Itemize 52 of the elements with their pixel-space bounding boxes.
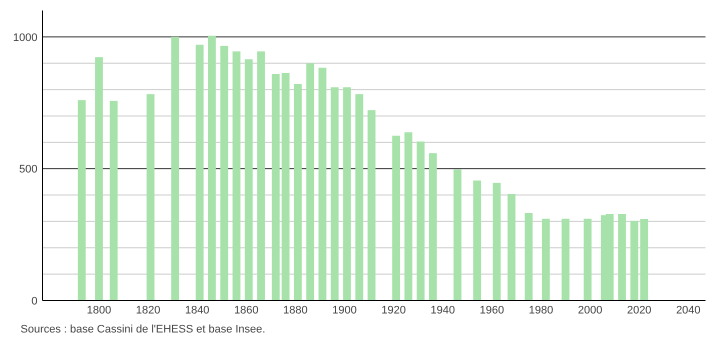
bar (146, 94, 154, 300)
bar (630, 220, 638, 300)
bar (416, 142, 425, 300)
x-tick-label: 1880 (283, 304, 308, 316)
bar (473, 180, 482, 300)
bar (95, 57, 103, 300)
source-note: Sources : base Cassini de l'EHESS et base Insee. (20, 324, 266, 336)
y-tick-label: 0 (31, 296, 38, 308)
bar (640, 219, 648, 300)
x-tick-label: 1800 (86, 304, 112, 316)
bar (508, 194, 516, 300)
y-tick-label: 1000 (13, 32, 38, 44)
bar (492, 182, 501, 300)
bar (368, 110, 376, 300)
bar (330, 87, 339, 300)
x-tick-label: 1960 (480, 304, 504, 316)
bar (257, 51, 265, 300)
bar (294, 84, 302, 300)
bar (343, 87, 351, 300)
bar (196, 44, 204, 300)
bar (392, 136, 400, 300)
bar (429, 153, 437, 300)
x-tick-label: 1860 (234, 304, 259, 316)
bar (404, 132, 412, 300)
bar (220, 46, 228, 300)
x-tick-label: 1940 (430, 304, 456, 316)
bar (232, 51, 240, 300)
bar (542, 218, 550, 300)
x-tick-label: 1820 (136, 304, 160, 316)
bar (618, 214, 626, 300)
bar (355, 94, 364, 300)
x-tick-label: 1840 (184, 304, 210, 316)
bar (244, 59, 253, 300)
bar (318, 68, 326, 300)
bar (524, 212, 533, 300)
bar (110, 100, 118, 300)
x-tick-label: 1980 (528, 304, 554, 316)
bar (584, 218, 592, 300)
x-tick-label: 1900 (332, 304, 357, 316)
bar (272, 74, 280, 300)
x-tick-label: 2040 (676, 304, 701, 316)
bar (171, 36, 180, 300)
y-tick-label: 500 (19, 164, 38, 176)
bar (454, 169, 462, 300)
bar (562, 218, 570, 300)
bar (208, 36, 216, 300)
bar (306, 63, 314, 300)
bar (78, 100, 86, 300)
bar (282, 72, 290, 300)
x-tick-label: 2020 (626, 304, 652, 316)
x-tick-label: 1920 (381, 304, 406, 316)
x-tick-label: 2000 (578, 304, 602, 316)
